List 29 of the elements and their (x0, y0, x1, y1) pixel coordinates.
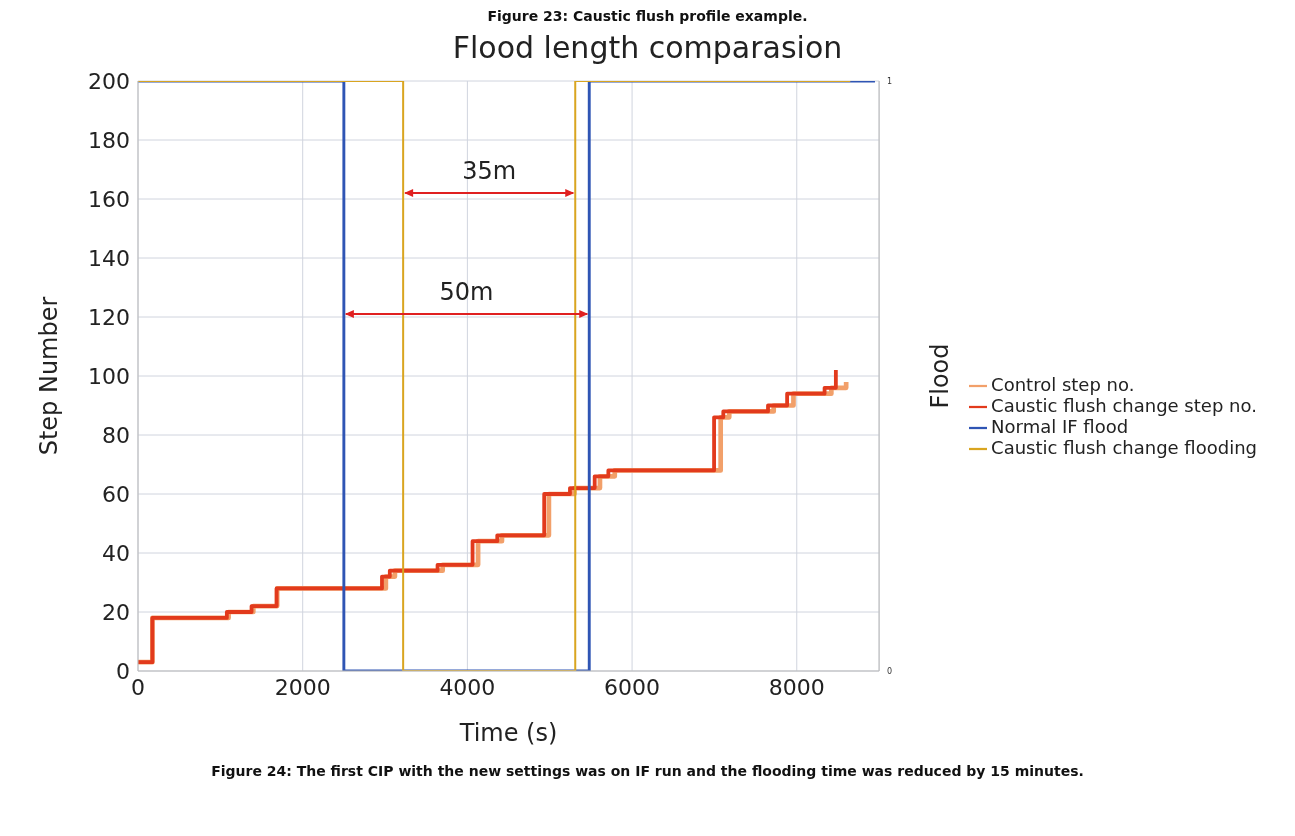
caption: Figure 23: Caustic flush profile example. (486, 8, 809, 26)
y-tick-label: 60 (102, 481, 130, 507)
annotation: 50m (439, 278, 494, 306)
y-tick-label: 20 (102, 599, 130, 625)
legend-label: Normal IF flood (991, 416, 1129, 437)
y-tick-label: 180 (88, 127, 130, 153)
legend-label: Caustic flush change flooding (991, 437, 1257, 458)
x-tick-label: 6000 (604, 674, 661, 700)
y-tick-label: 140 (88, 245, 130, 271)
x-tick-label: 4000 (439, 674, 496, 700)
chart-title: Flood length comparasion (451, 30, 844, 65)
y-tick-label: 100 (88, 363, 130, 389)
caption: Figure 24: The first CIP with the new settings was on IF run and the flooding time was reduced by 15 minutes. (210, 763, 1085, 779)
y-tick-label: 120 (88, 304, 130, 330)
y2-tick-label: 0 (887, 666, 893, 676)
y-tick-label: 200 (88, 68, 130, 94)
legend-label: Control step no. (991, 374, 1135, 395)
y-tick-label: 160 (88, 186, 130, 212)
y-tick-label: 40 (102, 540, 130, 566)
annotation: 35m (462, 157, 517, 185)
x-tick-label: 8000 (768, 674, 825, 700)
y2-tick-label: 1 (887, 76, 893, 86)
y-axis-title: Step Number (34, 296, 63, 456)
y-tick-label: 0 (116, 658, 130, 684)
legend-label: Caustic flush change step no. (991, 395, 1257, 416)
y-tick-label: 80 (102, 422, 130, 448)
x-axis-title: Time (s) (458, 719, 558, 747)
y2-axis-title: Flood (925, 343, 954, 409)
x-tick-label: 2000 (274, 674, 331, 700)
